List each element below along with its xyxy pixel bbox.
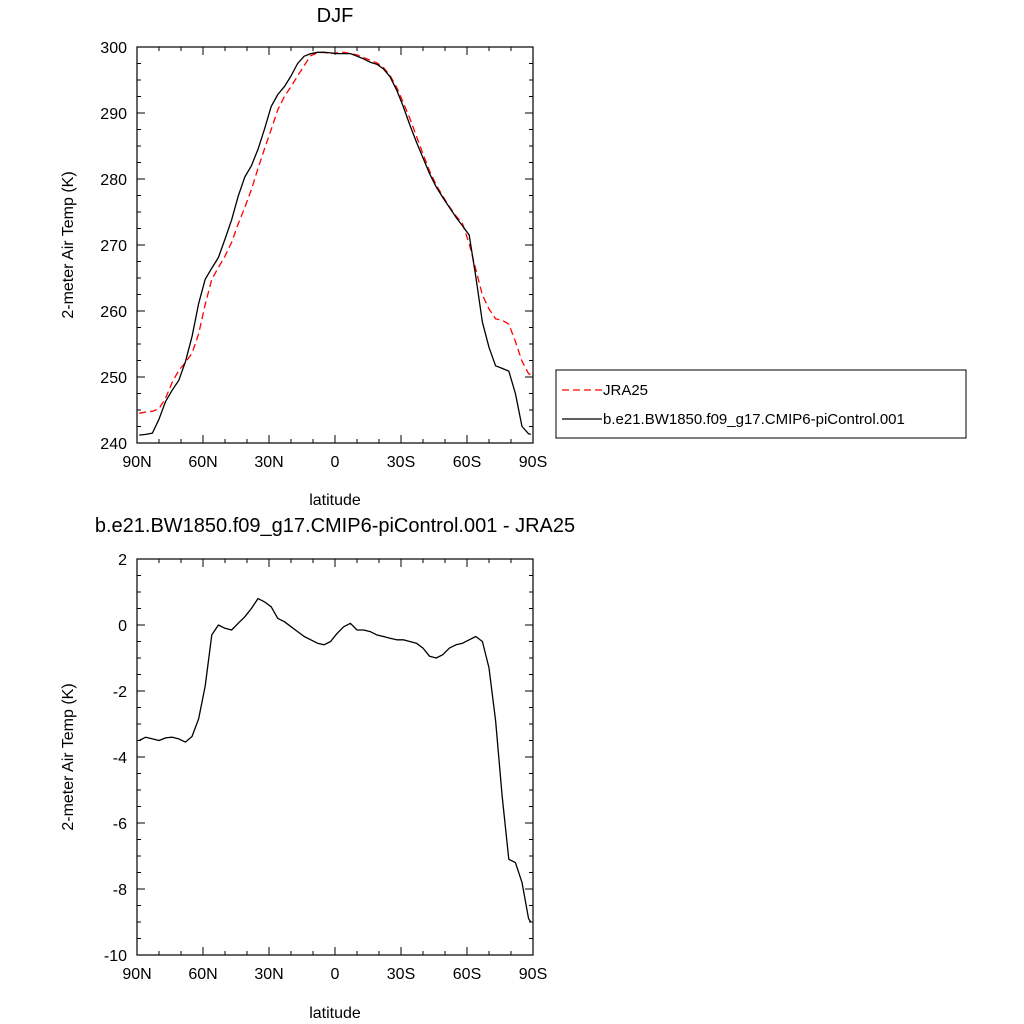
top-y-tick-label: 240 xyxy=(100,436,127,453)
bottom-panel: b.e21.BW1850.f09_g17.CMIP6-piControl.001… xyxy=(60,515,575,1022)
top-x-tick-label: 30N xyxy=(254,454,283,471)
top-panel: DJF 90N 60N 30N 0 30S 60S 90S 240 250 260 270 280 29… xyxy=(60,5,547,509)
bottom-y-tick-label: -6 xyxy=(113,816,127,833)
top-y-tick-label: 250 xyxy=(100,370,127,387)
top-chart-title: DJF xyxy=(317,5,354,27)
top-x-tick-label: 30S xyxy=(387,454,415,471)
bottom-y-axis-label: 2-meter Air Temp (K) xyxy=(60,683,77,830)
top-y-tick-label: 300 xyxy=(100,40,127,57)
legend: JRA25 b.e21.BW1850.f09_g17.CMIP6-piContr… xyxy=(555,369,967,439)
bottom-x-tick-label: 90N xyxy=(122,966,151,983)
bottom-y-tick-label: -8 xyxy=(113,882,127,899)
bottom-y-tick-label: -10 xyxy=(104,948,127,965)
top-x-tick-label: 90N xyxy=(122,454,151,471)
bottom-plot-frame xyxy=(136,558,534,956)
legend-label-model: b.e21.BW1850.f09_g17.CMIP6-piControl.001 xyxy=(603,411,905,428)
top-x-tick-label: 60N xyxy=(188,454,217,471)
bottom-series-line-solid-0 xyxy=(138,597,532,923)
bottom-x-tick-label: 60N xyxy=(188,966,217,983)
top-x-tick-label: 0 xyxy=(331,454,340,471)
bottom-x-tick-label: 60S xyxy=(453,966,481,983)
top-y-tick-label: 280 xyxy=(100,172,127,189)
top-plot-area: 90N 60N 30N 0 30S 60S 90S 240 250 260 270 280 290 300 xyxy=(100,40,547,471)
bottom-plot-area: 90N 60N 30N 0 30S 60S 90S -10 -8 -6 -4 -2 0 2 xyxy=(104,552,547,983)
legend-frame xyxy=(555,369,967,439)
legend-label-jra25: JRA25 xyxy=(603,382,648,399)
bottom-y-tick-label: -4 xyxy=(113,750,127,767)
top-x-tick-label: 60S xyxy=(453,454,481,471)
bottom-x-tick-label: 30S xyxy=(387,966,415,983)
top-y-tick-label: 260 xyxy=(100,304,127,321)
top-series-line-solid-1 xyxy=(139,51,531,436)
top-y-axis-label: 2-meter Air Temp (K) xyxy=(60,171,77,318)
bottom-x-tick-label: 90S xyxy=(519,966,547,983)
bottom-y-tick-label: -2 xyxy=(113,684,127,701)
bottom-chart-title: b.e21.BW1850.f09_g17.CMIP6-piControl.001… xyxy=(95,515,575,537)
top-series-line-dashed-0 xyxy=(139,51,532,414)
top-x-tick-label: 90S xyxy=(519,454,547,471)
top-x-axis-label: latitude xyxy=(309,492,361,509)
bottom-x-tick-label: 30N xyxy=(254,966,283,983)
top-y-tick-label: 290 xyxy=(100,106,127,123)
bottom-y-tick-label: 2 xyxy=(118,552,127,569)
bottom-x-axis-label: latitude xyxy=(309,1005,361,1022)
top-y-tick-label: 270 xyxy=(100,238,127,255)
bottom-x-tick-label: 0 xyxy=(331,966,340,983)
bottom-y-tick-label: 0 xyxy=(118,618,127,635)
top-plot-frame xyxy=(136,46,534,444)
